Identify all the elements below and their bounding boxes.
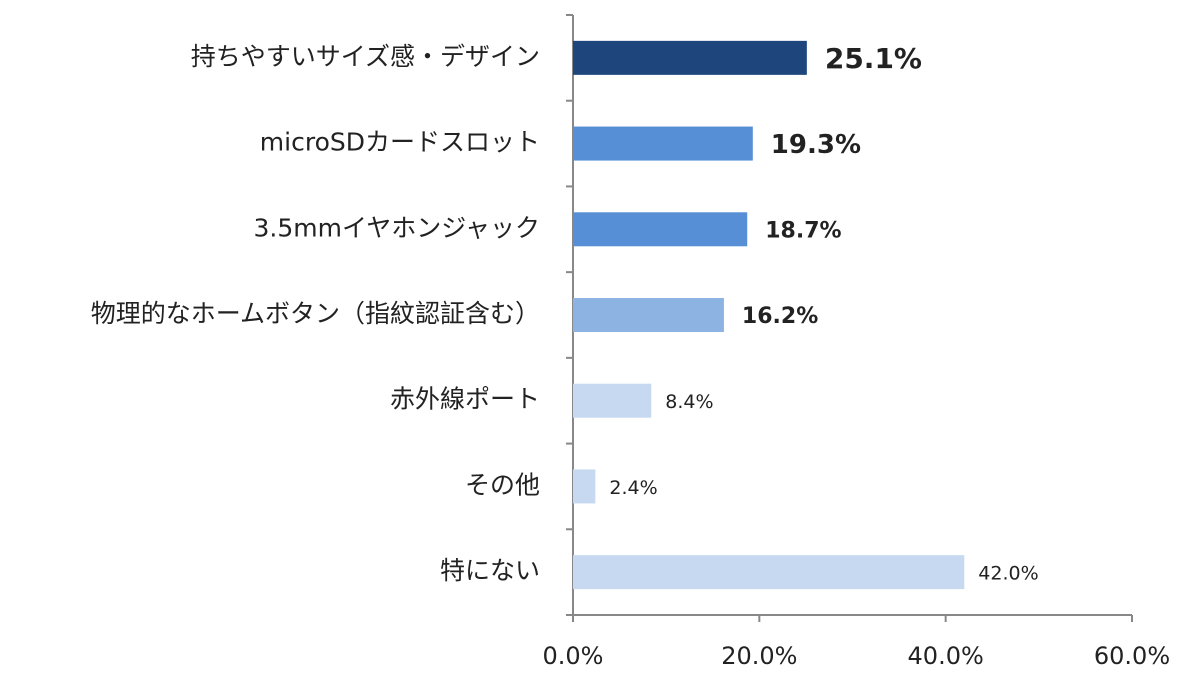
data-label: 18.7% xyxy=(765,218,841,243)
data-label: 25.1% xyxy=(825,42,922,75)
category-label: 特にない xyxy=(440,556,540,585)
category-label: 赤外線ポート xyxy=(390,385,540,414)
category-label: 3.5mmイヤホンジャック xyxy=(254,213,540,242)
data-label: 8.4% xyxy=(665,391,713,413)
data-label: 2.4% xyxy=(609,477,657,499)
data-label: 19.3% xyxy=(771,130,861,160)
x-tick-label: 0.0% xyxy=(543,642,604,670)
bar xyxy=(573,383,652,418)
x-tick-label: 40.0% xyxy=(908,642,984,670)
x-tick-label: 20.0% xyxy=(721,642,797,670)
bar xyxy=(573,298,724,332)
category-label: 物理的なホームボタン（指紋認証含む） xyxy=(91,299,540,328)
bar xyxy=(573,469,596,504)
bar xyxy=(573,555,965,590)
category-label: 持ちやすいサイズ感・デザイン xyxy=(191,42,540,71)
x-tick-label: 60.0% xyxy=(1094,642,1170,670)
category-label: その他 xyxy=(465,470,540,499)
bar xyxy=(573,212,748,247)
category-label: microSDカードスロット xyxy=(260,128,540,157)
data-label: 42.0% xyxy=(978,563,1038,585)
bar xyxy=(573,126,753,161)
bar xyxy=(573,40,807,75)
data-label: 16.2% xyxy=(742,304,818,329)
